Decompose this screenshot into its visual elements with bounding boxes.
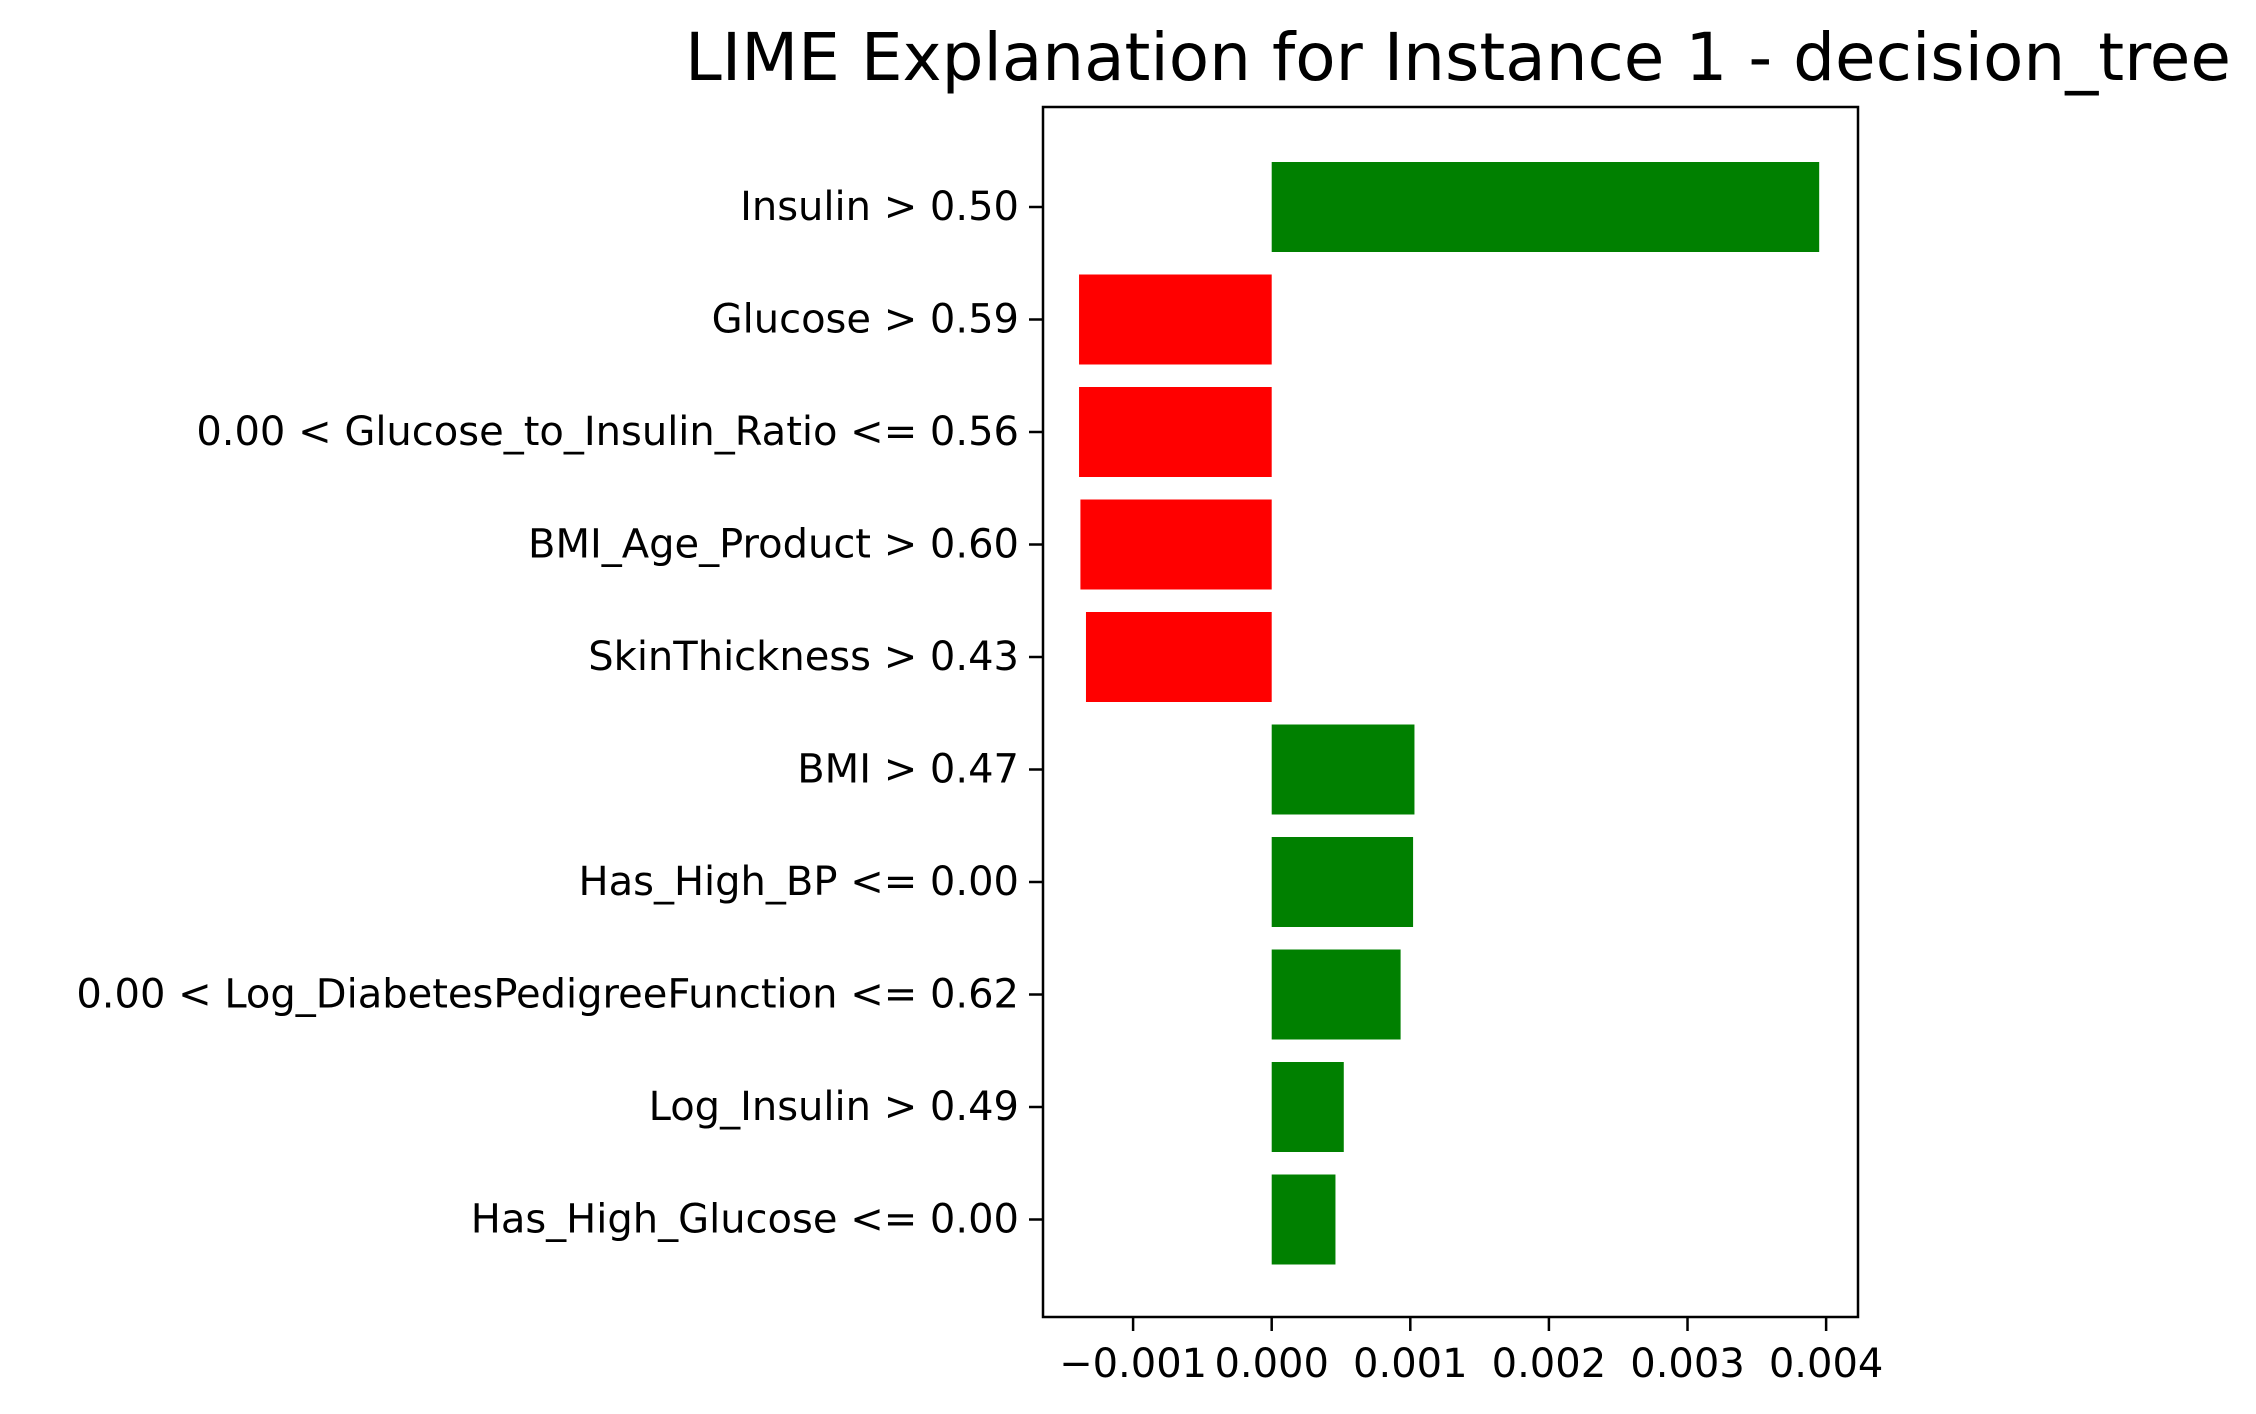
y-tick-label: Glucose > 0.59 [712,297,1019,343]
y-tick-label: BMI > 0.47 [797,747,1019,793]
bar-bmi-0-47 [1271,724,1415,815]
chart-title: LIME Explanation for Instance 1 - decisi… [685,19,2231,96]
y-tick-label: SkinThickness > 0.43 [588,634,1019,680]
bar-log-insulin-0-49 [1271,1062,1344,1152]
y-tick-label: Log_Insulin > 0.49 [649,1084,1019,1130]
bars-layer [1079,162,1820,1265]
y-tick-label: 0.00 < Glucose_to_Insulin_Ratio <= 0.56 [196,409,1019,455]
y-axis-ticks: Insulin > 0.50 Glucose > 0.59 0.00 < Gluco… [76,184,1043,1243]
bar-glucose-0-59 [1079,274,1272,365]
x-tick-label: 0.000 [1214,1341,1329,1387]
x-tick-label: 0.002 [1492,1341,1607,1387]
x-tick-label: 0.003 [1630,1341,1745,1387]
y-tick-label: 0.00 < Log_DiabetesPedigreeFunction <= 0… [76,972,1019,1018]
y-tick-label: Insulin > 0.50 [740,184,1019,230]
x-tick-label: 0.001 [1353,1341,1468,1387]
bar-skinthickness-0-43 [1085,612,1272,702]
bar-bmi-age-product-0-60 [1080,499,1272,590]
bar-0-00-glucose-to-insulin-ratio-0-56 [1079,387,1272,477]
y-tick-label: BMI_Age_Product > 0.60 [528,522,1019,568]
y-tick-label: Has_High_Glucose <= 0.00 [471,1197,1019,1243]
bar-has-high-glucose-0-00 [1271,1174,1336,1265]
x-tick-label: −0.001 [1059,1341,1207,1387]
x-tick-label: 0.004 [1769,1341,1884,1387]
x-axis-ticks: −0.001 0.000 0.001 0.002 0.003 0.004 [1059,1317,1883,1387]
y-tick-label: Has_High_BP <= 0.00 [579,859,1019,905]
bar-0-00-log-diabetespedigreefunction-0-62 [1271,949,1401,1040]
axes-frame [1041,105,1860,1319]
bar-insulin-0-50 [1271,162,1820,252]
bar-has-high-bp-0-00 [1271,837,1414,927]
